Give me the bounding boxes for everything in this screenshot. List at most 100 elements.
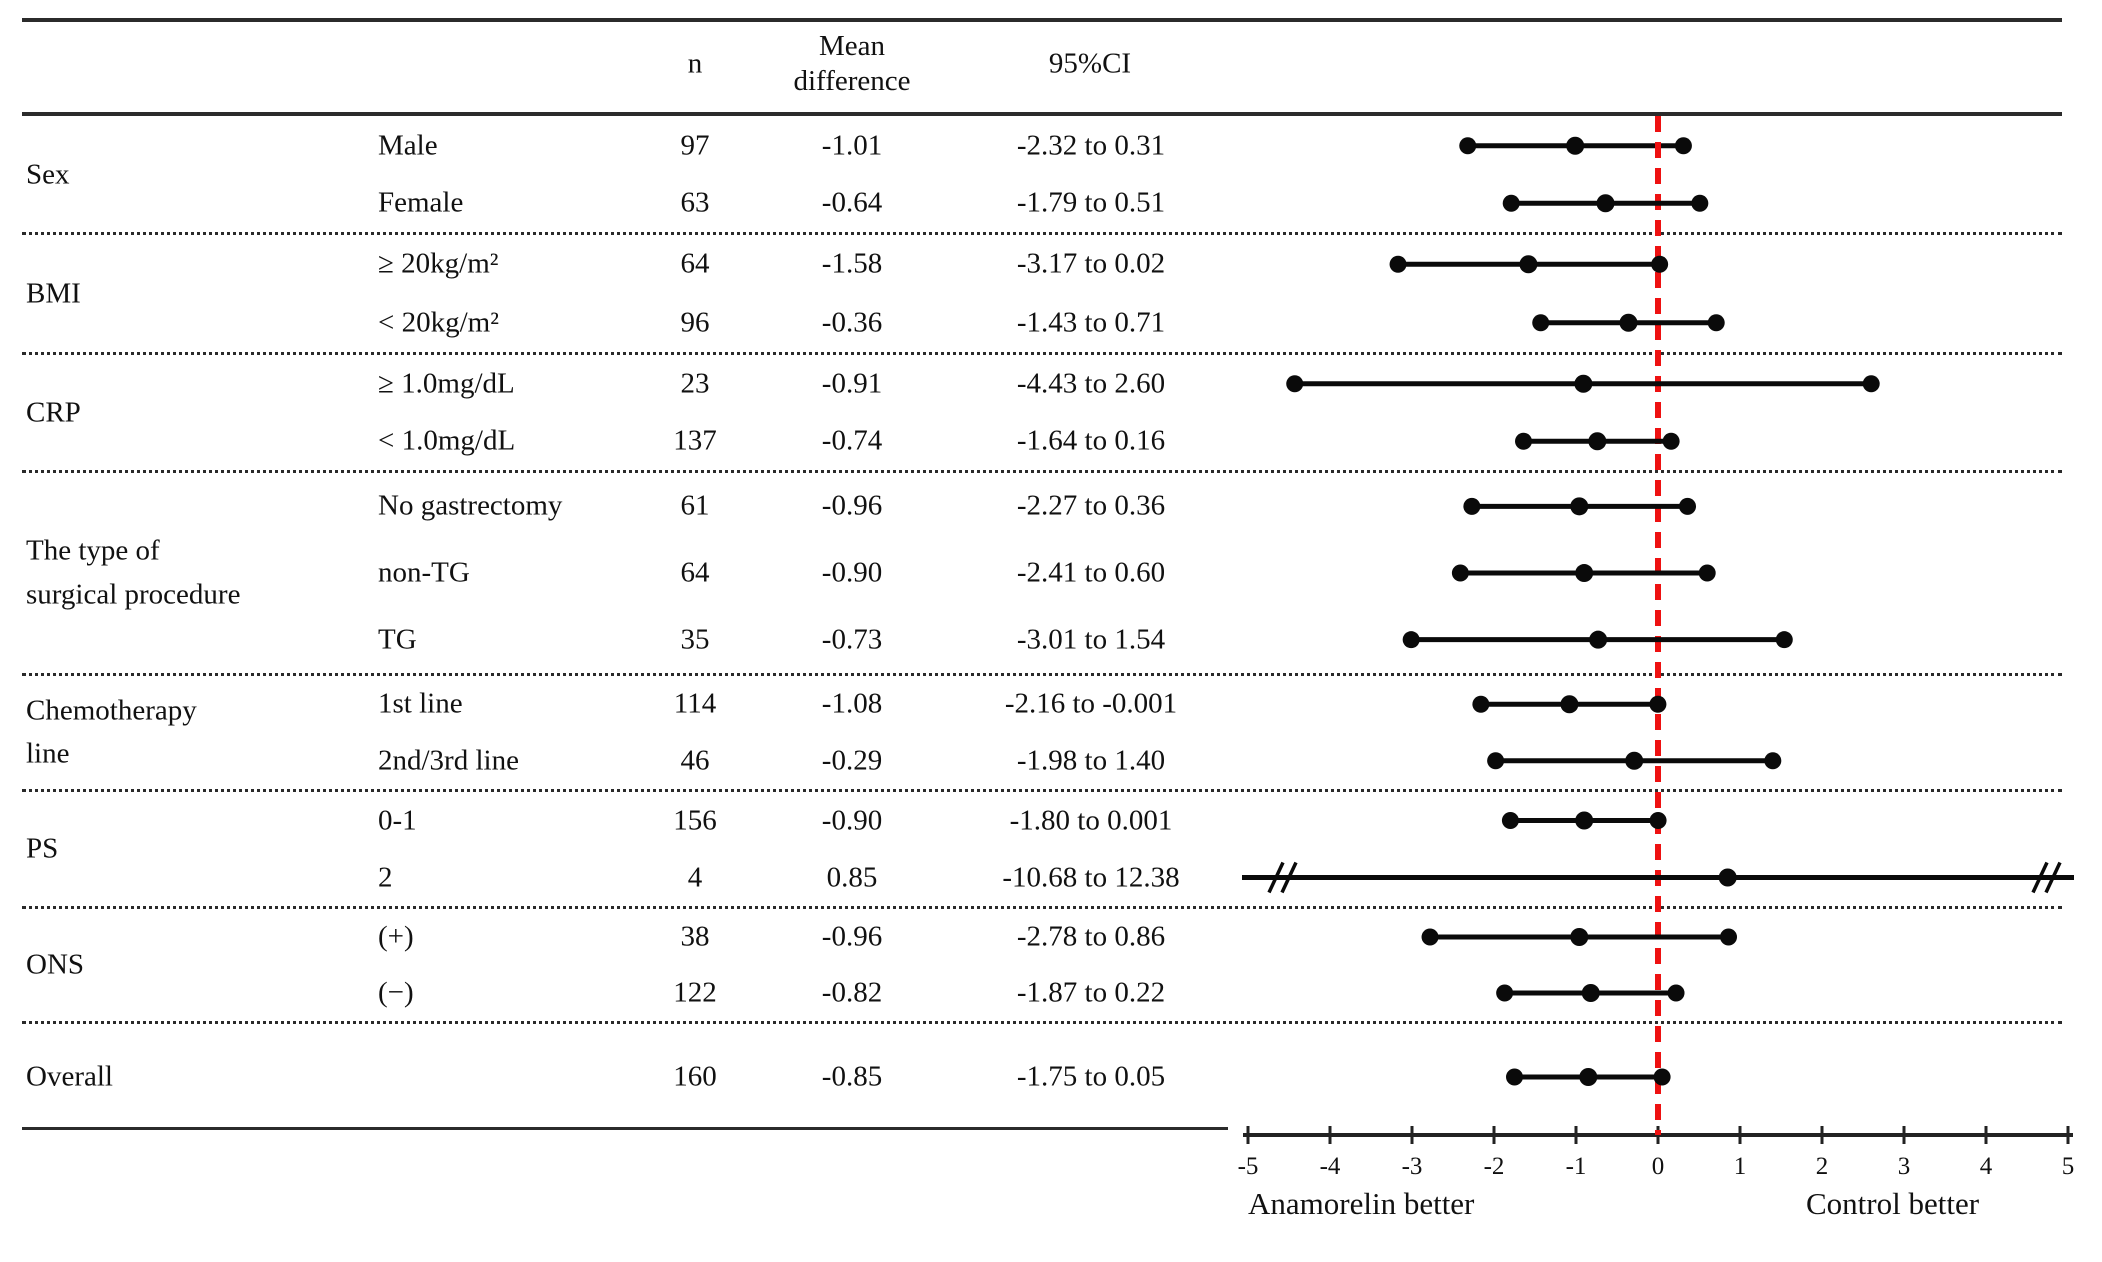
mean-difference-value: -0.74	[821, 424, 883, 457]
subgroup-label: 1st line	[378, 687, 463, 720]
mean-difference-value: -1.01	[821, 129, 883, 162]
subgroup-label: < 20kg/m²	[378, 306, 499, 339]
column-header-95ci: 95%CI	[1048, 47, 1132, 80]
group-label: Sex	[26, 157, 70, 190]
subgroup-label: 0-1	[378, 804, 417, 836]
ci-value: -2.78 to 0.86	[1016, 920, 1166, 953]
table-row: 160 -0.85 -1.75 to 0.05	[22, 1024, 2062, 1130]
mean-difference-value: -0.85	[821, 1060, 883, 1093]
table-section: Overall 160 -0.85 -1.75 to 0.05	[22, 1024, 2062, 1130]
n-value: 122	[673, 976, 717, 1009]
ci-value: -1.43 to 0.71	[1016, 306, 1166, 339]
table-section: BMI ≥ 20kg/m² 64 -1.58 -3.17 to 0.02 < 20kg/m…	[22, 235, 2062, 355]
table-row: TG 35 -0.73 -3.01 to 1.54	[22, 606, 2062, 673]
mean-difference-value: 0.85	[826, 861, 878, 893]
n-value: 61	[680, 489, 710, 522]
group-label: PS	[26, 832, 59, 865]
ci-value: -1.98 to 1.40	[1016, 744, 1166, 777]
table-section: ONS (+) 38 -0.96 -2.78 to 0.86 (−) 122 -0.82 -1.…	[22, 909, 2062, 1024]
subgroup-label: TG	[378, 623, 417, 656]
axis-tick-label: 3	[1898, 1153, 1911, 1180]
axis-tick-label: -2	[1484, 1153, 1505, 1180]
ci-value: -1.64 to 0.16	[1016, 424, 1166, 457]
axis-tick-label: 4	[1980, 1153, 1993, 1180]
header-rule	[22, 112, 2062, 116]
table-row: ≥ 1.0mg/dL 23 -0.91 -4.43 to 2.60	[22, 355, 2062, 413]
table-row: 2 4 0.85 -10.68 to 12.38	[22, 849, 2062, 906]
ci-value: -3.01 to 1.54	[1016, 623, 1166, 656]
axis-label-control-better: Control better	[1806, 1186, 1980, 1221]
subgroup-label: ≥ 20kg/m²	[378, 247, 499, 280]
subgroup-label: ≥ 1.0mg/dL	[378, 367, 515, 400]
n-value: 38	[680, 920, 710, 953]
n-value: 63	[680, 186, 710, 219]
mean-difference-value: -0.90	[821, 804, 883, 836]
subgroup-label: non-TG	[378, 556, 470, 589]
group-label: ONS	[26, 948, 85, 981]
n-value: 156	[673, 804, 717, 836]
top-rule	[22, 18, 2062, 22]
group-label: The type of surgical procedure	[26, 534, 241, 611]
table-row: 2nd/3rd line 46 -0.29 -1.98 to 1.40	[22, 733, 2062, 790]
mean-difference-value: -0.91	[821, 367, 883, 400]
table-row: non-TG 64 -0.90 -2.41 to 0.60	[22, 540, 2062, 607]
axis-tick-label: 1	[1734, 1153, 1747, 1180]
mean-difference-value: -0.29	[821, 744, 883, 777]
table-row: (+) 38 -0.96 -2.78 to 0.86	[22, 909, 2062, 965]
table-section: PS 0-1 156 -0.90 -1.80 to 0.001 2 4 0.85 -10.68 …	[22, 792, 2062, 909]
subgroup-label: Female	[378, 186, 464, 219]
ci-value: -4.43 to 2.60	[1016, 367, 1166, 400]
mean-difference-value: -0.82	[821, 976, 883, 1009]
table-section: Sex Male 97 -1.01 -2.32 to 0.31 Female 63 -0.64…	[22, 117, 2062, 235]
subgroup-label: (+)	[378, 920, 414, 953]
mean-difference-value: -0.90	[821, 556, 883, 589]
table-row: 1st line 114 -1.08 -2.16 to -0.001	[22, 676, 2062, 733]
subgroup-label: 2nd/3rd line	[378, 744, 519, 777]
column-header-n: n	[687, 47, 703, 80]
group-label: Chemotherapy line	[26, 694, 197, 770]
subgroup-label: 2	[378, 861, 393, 893]
table-bottom-rule	[22, 1127, 1228, 1130]
ci-value: -2.41 to 0.60	[1016, 556, 1166, 589]
mean-difference-value: -0.64	[821, 186, 883, 219]
n-value: 23	[680, 367, 710, 400]
n-value: 35	[680, 623, 710, 656]
axis-tick-label: -1	[1566, 1153, 1587, 1180]
subgroup-label: (−)	[378, 976, 414, 1009]
mean-difference-value: -0.96	[821, 920, 883, 953]
ci-value: -1.80 to 0.001	[1009, 804, 1173, 836]
n-value: 160	[673, 1060, 717, 1093]
ci-value: -1.79 to 0.51	[1016, 186, 1166, 219]
mean-difference-value: -1.08	[821, 687, 883, 720]
subgroup-label: No gastrectomy	[378, 489, 563, 522]
table-row: (−) 122 -0.82 -1.87 to 0.22	[22, 965, 2062, 1021]
table-row: Female 63 -0.64 -1.79 to 0.51	[22, 175, 2062, 233]
group-label: CRP	[26, 395, 81, 428]
table-section: The type of surgical procedure No gastrec…	[22, 473, 2062, 676]
axis-tick-label: -3	[1402, 1153, 1423, 1180]
mean-difference-value: -0.96	[821, 489, 883, 522]
n-value: 137	[673, 424, 717, 457]
subgroup-label: Male	[378, 129, 438, 162]
table-body: Sex Male 97 -1.01 -2.32 to 0.31 Female 63 -0.64…	[22, 117, 2062, 1130]
n-value: 97	[680, 129, 710, 162]
n-value: 64	[680, 556, 710, 589]
axis-label-anamorelin-better: Anamorelin better	[1248, 1186, 1475, 1221]
ci-value: -2.32 to 0.31	[1016, 129, 1166, 162]
group-label: Overall	[26, 1060, 113, 1093]
mean-difference-value: -0.73	[821, 623, 883, 656]
n-value: 46	[680, 744, 710, 777]
table-row: < 20kg/m² 96 -0.36 -1.43 to 0.71	[22, 294, 2062, 353]
ci-value: -3.17 to 0.02	[1016, 247, 1166, 280]
axis-tick-label: 5	[2062, 1153, 2075, 1180]
axis-tick-label: 2	[1816, 1153, 1829, 1180]
ci-value: -10.68 to 12.38	[1002, 861, 1180, 893]
n-value: 114	[673, 687, 717, 720]
column-header-mean-difference: Mean difference	[793, 30, 911, 97]
ci-value: -1.87 to 0.22	[1016, 976, 1166, 1009]
table-row: < 1.0mg/dL 137 -0.74 -1.64 to 0.16	[22, 413, 2062, 471]
mean-difference-value: -1.58	[821, 247, 883, 280]
ci-value: -2.27 to 0.36	[1016, 489, 1166, 522]
table-row: No gastrectomy 61 -0.96 -2.27 to 0.36	[22, 473, 2062, 540]
